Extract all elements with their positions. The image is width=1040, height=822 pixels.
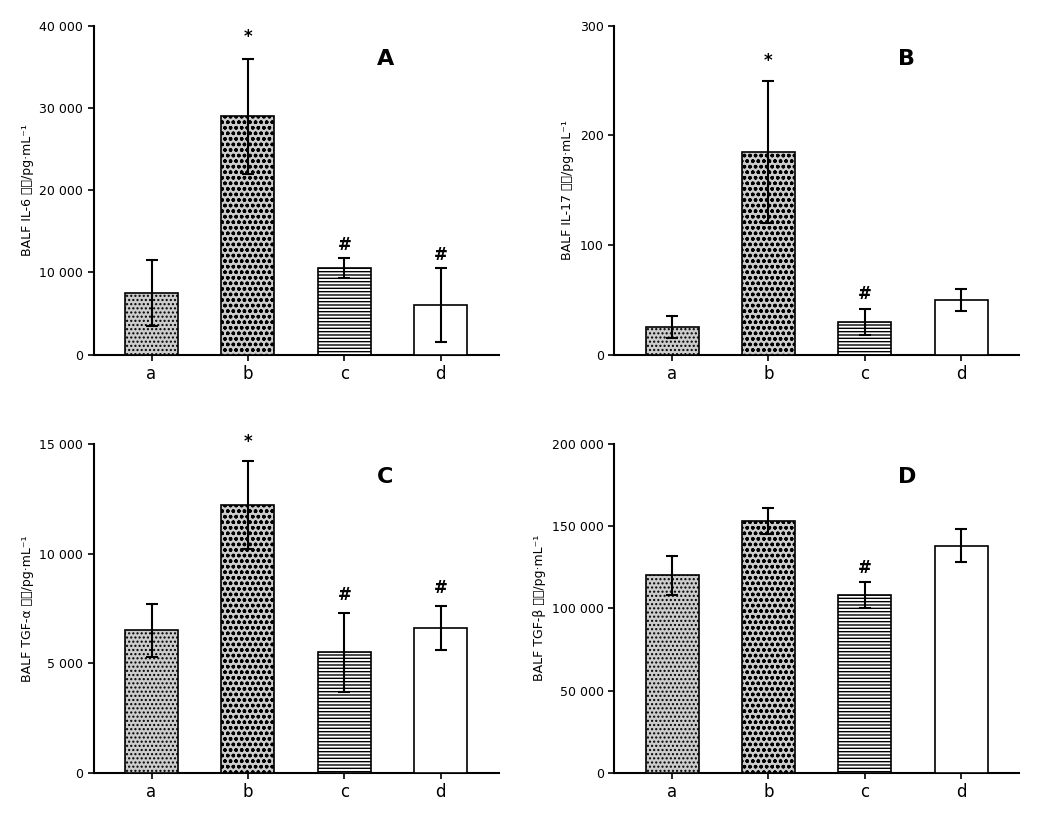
Bar	[838, 595, 891, 773]
Text: *: *	[243, 29, 253, 46]
Bar	[222, 116, 275, 354]
Text: #: #	[337, 586, 352, 604]
Bar	[414, 628, 467, 773]
Bar	[414, 305, 467, 354]
Bar	[646, 575, 699, 773]
Text: B: B	[898, 48, 914, 69]
Bar	[318, 652, 371, 773]
Text: C: C	[378, 467, 393, 487]
Bar	[318, 268, 371, 354]
Text: #: #	[337, 237, 352, 254]
Y-axis label: BALF IL-17 水平/pg·mL⁻¹: BALF IL-17 水平/pg·mL⁻¹	[562, 120, 574, 261]
Bar	[935, 300, 988, 354]
Text: #: #	[858, 285, 872, 303]
Y-axis label: BALF TGF-α 水平/pg·mL⁻¹: BALF TGF-α 水平/pg·mL⁻¹	[21, 535, 34, 681]
Bar	[838, 321, 891, 354]
Text: *: *	[764, 52, 773, 70]
Bar	[125, 630, 178, 773]
Bar	[222, 506, 275, 773]
Text: *: *	[243, 432, 253, 450]
Text: D: D	[898, 467, 916, 487]
Bar	[742, 521, 795, 773]
Text: A: A	[378, 48, 394, 69]
Bar	[935, 546, 988, 773]
Bar	[125, 293, 178, 354]
Text: #: #	[434, 580, 448, 598]
Bar	[646, 327, 699, 354]
Bar	[742, 152, 795, 354]
Text: #: #	[858, 559, 872, 577]
Y-axis label: BALF TGF-β 水平/pg·mL⁻¹: BALF TGF-β 水平/pg·mL⁻¹	[534, 535, 546, 681]
Y-axis label: BALF IL-6 水平/pg·mL⁻¹: BALF IL-6 水平/pg·mL⁻¹	[21, 124, 34, 256]
Text: #: #	[434, 247, 448, 264]
